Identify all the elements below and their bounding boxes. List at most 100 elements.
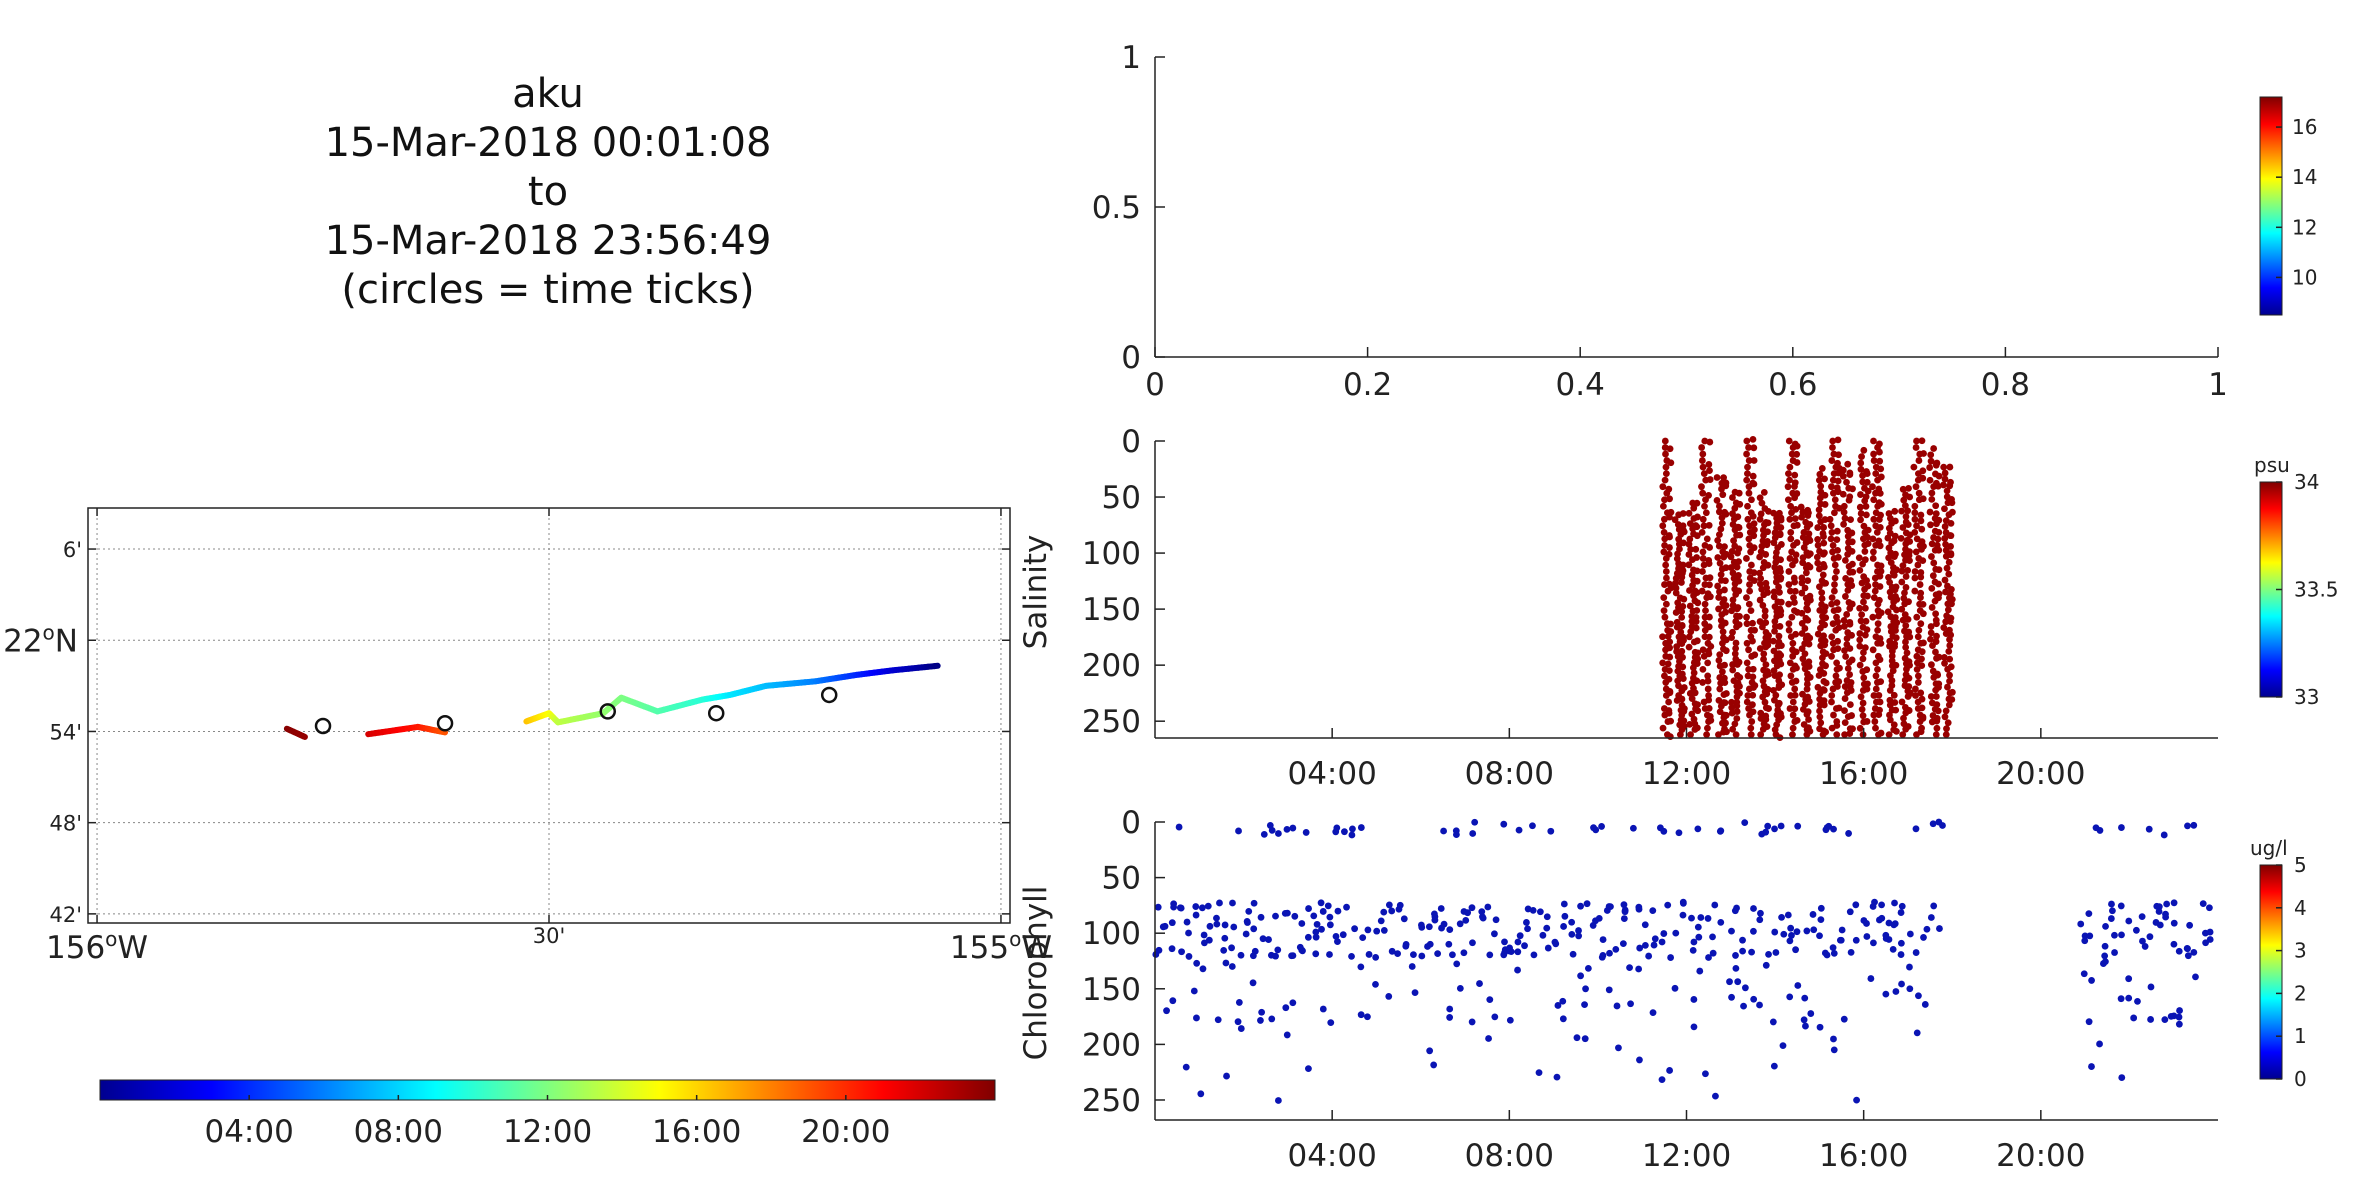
chlorophyll-point: [1283, 1031, 1291, 1039]
salinity-point: [1857, 693, 1865, 701]
salinity-x-label: 12:00: [1642, 756, 1731, 792]
chlorophyll-point: [2199, 900, 2207, 907]
salinity-point: [1757, 731, 1765, 739]
salinity-point: [1821, 621, 1829, 629]
salinity-point: [1927, 635, 1934, 643]
salinity-point: [1693, 724, 1701, 732]
salinity-point: [1928, 604, 1936, 611]
salinity-point: [1686, 720, 1694, 728]
salinity-point: [1777, 524, 1785, 531]
salinity-point: [1667, 620, 1675, 628]
salinity-point: [1718, 622, 1725, 630]
chlorophyll-point: [1552, 940, 1560, 948]
salinity-point: [1905, 707, 1913, 714]
chlorophyll-point: [1697, 914, 1705, 921]
salinity-point: [1789, 561, 1796, 569]
chlorophyll-point: [1547, 827, 1555, 835]
salinity-point: [1827, 535, 1835, 543]
salinity-point: [1840, 617, 1848, 624]
salinity-point: [1814, 536, 1822, 543]
salinity-point: [1719, 491, 1727, 499]
chlorophyll-point: [1756, 916, 1764, 924]
salinity-point: [1743, 450, 1750, 458]
chlorophyll-point: [1257, 1017, 1264, 1024]
salinity-point: [1757, 510, 1765, 518]
salinity-point: [1846, 645, 1854, 652]
salinity-point: [1916, 581, 1924, 588]
salinity-point: [1761, 612, 1769, 620]
map-lat-label: 22oN: [3, 620, 78, 659]
salinity-point: [1664, 660, 1672, 668]
salinity-point: [1932, 502, 1940, 510]
salinity-point: [1804, 577, 1812, 585]
salinity-point: [1846, 701, 1854, 708]
salinity-point: [1694, 707, 1702, 715]
salinity-point: [1735, 571, 1742, 579]
chlorophyll-point: [1357, 824, 1365, 831]
chlorophyll-point: [1626, 964, 1633, 972]
chlorophyll-point: [1425, 923, 1433, 931]
salinity-point: [1948, 696, 1956, 703]
salinity-point: [1756, 515, 1764, 523]
chlorophyll-point: [1485, 1035, 1492, 1042]
salinity-point: [1777, 660, 1785, 668]
salinity-point: [1722, 482, 1730, 490]
salinity-point: [1816, 707, 1823, 715]
salinity-point: [1946, 677, 1953, 685]
salinity-point: [1899, 616, 1907, 624]
chlorophyll-point: [1491, 930, 1498, 938]
chlorophyll-point: [1898, 980, 1905, 988]
salinity-point: [1915, 457, 1923, 464]
salinity-point: [1820, 533, 1827, 540]
salinity-point: [1757, 709, 1765, 717]
chlorophyll-point: [1332, 828, 1340, 836]
salinity-point: [1746, 711, 1753, 719]
chlorophyll-point: [1860, 917, 1868, 924]
time-tick-circle: [820, 686, 838, 704]
salinity-point: [1678, 647, 1686, 655]
salinity-point: [1792, 551, 1800, 559]
salinity-point: [1743, 594, 1750, 602]
chlorophyll-point: [1250, 925, 1258, 933]
salinity-point: [1715, 731, 1722, 739]
chlorophyll-point: [1690, 938, 1698, 946]
salinity-point: [1750, 457, 1758, 464]
chlorophyll-point: [2088, 1063, 2095, 1070]
chlorophyll-point: [1803, 927, 1811, 935]
salinity-point: [1872, 724, 1879, 732]
chlorophyll-point: [1373, 927, 1381, 935]
salinity-point: [1765, 507, 1772, 515]
chlorophyll-point: [1589, 922, 1597, 929]
salinity-point: [1833, 536, 1841, 543]
salinity-point: [1892, 627, 1899, 634]
salinity-point: [1898, 567, 1906, 575]
chlorophyll-point: [1741, 819, 1749, 827]
salinity-point: [1934, 482, 1942, 490]
chlorophyll-x-label: 08:00: [1465, 1138, 1554, 1174]
salinity-point: [1693, 554, 1701, 561]
salinity-point: [1918, 662, 1926, 670]
salinity-point: [1902, 584, 1910, 591]
chlorophyll-point: [1349, 825, 1356, 833]
salinity-point: [1722, 711, 1730, 719]
chlorophyll-point: [1213, 920, 1221, 928]
salinity-point: [1749, 691, 1757, 699]
salinity-point: [1856, 636, 1864, 644]
chlorophyll-point: [2163, 900, 2171, 908]
chlorophyll-point: [1794, 982, 1802, 989]
salinity-point: [1844, 587, 1852, 594]
title-line-3: to: [528, 169, 568, 215]
chlorophyll-point: [1486, 996, 1494, 1004]
chlorophyll-point: [1274, 1097, 1282, 1104]
salinity-point: [1906, 633, 1914, 641]
chlorophyll-point: [2085, 910, 2093, 918]
salinity-point: [1927, 457, 1935, 465]
chlorophyll-point: [1786, 993, 1794, 1001]
chlorophyll-point: [1244, 919, 1251, 926]
salinity-point: [1858, 705, 1866, 713]
chlorophyll-point: [1817, 904, 1825, 912]
salinity-point: [1893, 606, 1900, 614]
chlorophyll-point: [1696, 967, 1704, 975]
salinity-point: [1666, 638, 1674, 646]
salinity-point: [1756, 618, 1764, 625]
